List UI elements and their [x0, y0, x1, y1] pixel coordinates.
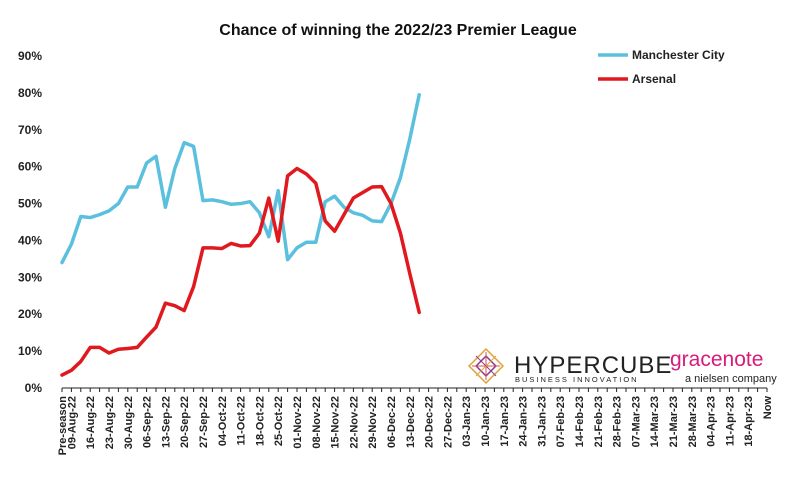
x-tick-label: 27-Dec-22: [442, 396, 454, 448]
x-tick-label: 28-Feb-23: [612, 396, 624, 447]
gracenote-tagline: a nielsen company: [685, 373, 777, 385]
y-tick-label: 40%: [18, 233, 42, 247]
y-tick-label: 0%: [25, 381, 43, 395]
series-line-arsenal: [60, 166, 421, 377]
x-tick-label: 17-Jan-23: [499, 396, 511, 447]
x-tick-label: Now: [762, 396, 774, 420]
y-tick-label: 30%: [18, 270, 42, 284]
series-line-manchester-city: [60, 92, 421, 265]
x-tick-label: 31-Jan-23: [536, 396, 548, 447]
x-tick-label: 08-Nov-22: [311, 396, 323, 449]
legend: Manchester City Arsenal: [598, 48, 725, 86]
hypercube-cube-icon: [467, 347, 505, 385]
x-tick-label: 13-Sep-22: [160, 396, 172, 448]
legend-label-manchester-city: Manchester City: [632, 48, 725, 62]
x-tick-label: 27-Sep-22: [198, 396, 210, 448]
gracenote-wordmark: gracenote: [670, 348, 763, 371]
series-layer: [60, 92, 421, 377]
x-tick-label: 14-Mar-23: [649, 396, 661, 447]
y-tick-label: 10%: [18, 344, 42, 358]
y-tick-label: 80%: [18, 86, 42, 100]
x-tick-label: 21-Feb-23: [593, 396, 605, 447]
chart-title: Chance of winning the 2022/23 Premier Le…: [219, 22, 577, 39]
x-tick-label: 11-Oct-22: [236, 396, 248, 446]
x-tick-label: 15-Nov-22: [330, 396, 342, 449]
x-tick-label: 24-Jan-23: [518, 396, 530, 447]
legend-label-arsenal: Arsenal: [632, 72, 676, 86]
x-tick-label: 20-Dec-22: [424, 396, 436, 448]
x-tick-label: 22-Nov-22: [348, 396, 360, 449]
x-tick-label: 11-Apr-23: [724, 396, 736, 446]
x-tick-label: 13-Dec-22: [405, 396, 417, 448]
y-tick-label: 50%: [18, 197, 42, 211]
x-tick-label: 18-Oct-22: [254, 396, 266, 446]
x-tick-label: 10-Jan-23: [480, 396, 492, 447]
y-tick-label: 90%: [18, 49, 42, 63]
x-tick-label: 28-Mar-23: [687, 396, 699, 447]
x-tick-label: 04-Apr-23: [706, 396, 718, 447]
hypercube-wordmark: HYPERCUBE: [514, 352, 672, 379]
x-tick-label: 03-Jan-23: [461, 396, 473, 447]
x-tick-label: 18-Apr-23: [743, 396, 755, 447]
y-tick-label: 20%: [18, 307, 42, 321]
x-tick-label: 06-Dec-22: [386, 396, 398, 448]
hypercube-logo: HYPERCUBE BUSINESS INNOVATION: [467, 347, 672, 385]
hypercube-tagline: BUSINESS INNOVATION: [515, 375, 639, 384]
x-tick-label: 21-Mar-23: [668, 396, 680, 447]
x-tick-label: 06-Sep-22: [142, 396, 154, 448]
x-tick-label: 14-Feb-23: [574, 396, 586, 447]
x-tick-label: 16-Aug-22: [85, 396, 97, 449]
y-tick-label: 60%: [18, 160, 42, 174]
x-tick-label: 09-Aug-22: [66, 396, 78, 449]
x-tick-label: 23-Aug-22: [104, 396, 116, 449]
x-tick-label: 25-Oct-22: [273, 396, 285, 446]
x-tick-label: 07-Mar-23: [630, 396, 642, 447]
x-tick-label: 01-Nov-22: [292, 396, 304, 449]
gracenote-logo: gracenote a nielsen company: [670, 348, 777, 385]
x-tick-label: 04-Oct-22: [217, 396, 229, 446]
x-tick-label: 07-Feb-23: [555, 396, 567, 447]
y-axis: 0% 10% 20% 30% 40% 50% 60% 70% 80% 90%: [18, 49, 42, 395]
x-tick-label: 29-Nov-22: [367, 396, 379, 449]
x-tick-label: 30-Aug-22: [123, 396, 135, 449]
x-tick-label: Pre-season: [57, 396, 69, 456]
y-tick-label: 70%: [18, 123, 42, 137]
x-tick-label: 20-Sep-22: [179, 396, 191, 448]
